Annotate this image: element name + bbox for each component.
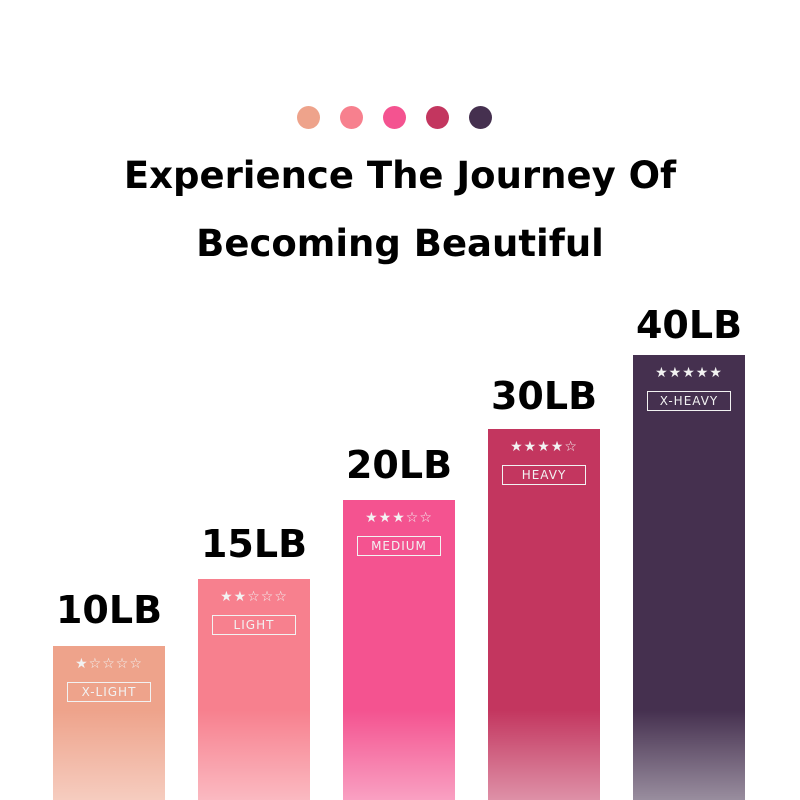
star-rating: ★★★★★ bbox=[655, 365, 723, 381]
level-tag: LIGHT bbox=[212, 615, 296, 635]
weight-label-15lb: 15LB bbox=[200, 522, 308, 566]
level-tag: HEAVY bbox=[502, 465, 586, 485]
level-tag: X-LIGHT bbox=[67, 682, 151, 702]
headline-line-2: Becoming Beautiful bbox=[196, 222, 604, 265]
band-bar-x-light: ★☆☆☆☆ X-LIGHT bbox=[53, 646, 165, 800]
weight-label-20lb: 20LB bbox=[345, 443, 453, 487]
star-rating: ★★☆☆☆ bbox=[220, 589, 288, 605]
color-dot-1 bbox=[297, 106, 320, 129]
weight-label-30lb: 30LB bbox=[490, 374, 598, 418]
color-dot-4 bbox=[426, 106, 449, 129]
star-rating: ★★★★☆ bbox=[510, 439, 578, 455]
color-dot-3 bbox=[383, 106, 406, 129]
star-rating: ★☆☆☆☆ bbox=[75, 656, 143, 672]
band-bar-heavy: ★★★★☆ HEAVY bbox=[488, 429, 600, 800]
band-bar-medium: ★★★☆☆ MEDIUM bbox=[343, 500, 455, 800]
level-tag: MEDIUM bbox=[357, 536, 441, 556]
level-tag: X-HEAVY bbox=[647, 391, 731, 411]
headline-line-1: Experience The Journey Of bbox=[123, 154, 677, 197]
band-bar-x-heavy: ★★★★★ X-HEAVY bbox=[633, 355, 745, 800]
color-dot-5 bbox=[469, 106, 492, 129]
star-rating: ★★★☆☆ bbox=[365, 510, 433, 526]
weight-label-40lb: 40LB bbox=[635, 303, 743, 347]
weight-label-10lb: 10LB bbox=[55, 588, 163, 632]
color-dot-2 bbox=[340, 106, 363, 129]
band-bar-light: ★★☆☆☆ LIGHT bbox=[198, 579, 310, 800]
